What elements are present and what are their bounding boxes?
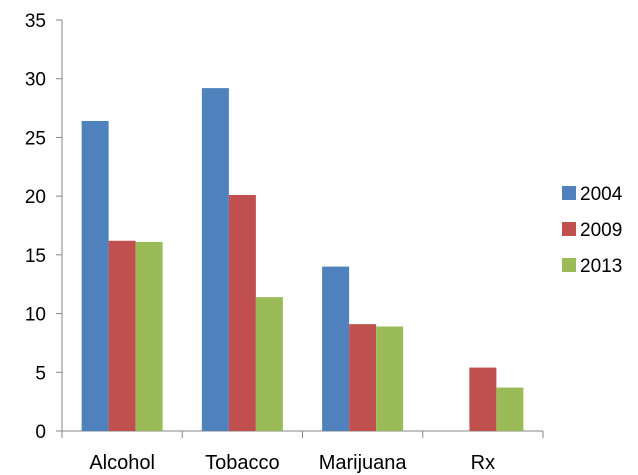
bar-2004-marijuana [322, 266, 350, 431]
y-tick-label: 20 [25, 187, 46, 208]
legend-swatch-2013 [562, 258, 576, 272]
y-tick-label: 35 [25, 11, 46, 32]
legend: 2004 2009 2013 [562, 184, 623, 277]
bar-2009-rx [469, 367, 497, 431]
legend-label-2013: 2013 [580, 256, 622, 277]
y-tick-label: 0 [35, 422, 46, 443]
y-tick-label: 25 [25, 128, 46, 149]
bar-2004-alcohol [81, 120, 109, 431]
legend-label-2009: 2009 [580, 220, 622, 241]
y-axis: 0 5 10 15 20 25 30 35 [25, 11, 63, 443]
x-axis: Alcohol Tobacco Marijuana Rx [61, 430, 544, 474]
bars [81, 88, 524, 431]
y-tick-label: 5 [35, 363, 46, 384]
bar-2013-tobacco [255, 297, 283, 431]
x-category-label: Marijuana [319, 452, 408, 474]
bar-2013-marijuana [376, 326, 404, 431]
y-tick-label: 15 [25, 246, 46, 267]
legend-swatch-2009 [562, 222, 576, 236]
bar-2013-alcohol [135, 241, 163, 431]
x-category-label: Rx [471, 452, 495, 474]
bar-2009-tobacco [228, 194, 256, 431]
x-category-label: Alcohol [89, 452, 155, 474]
bar-2009-marijuana [349, 324, 377, 431]
bar-2004-tobacco [201, 88, 229, 431]
bar-2009-alcohol [108, 240, 136, 431]
bar-2013-rx [496, 387, 524, 431]
legend-swatch-2004 [562, 186, 576, 200]
x-category-label: Tobacco [205, 452, 280, 474]
y-tick-label: 30 [25, 70, 46, 91]
y-tick-label: 10 [25, 305, 46, 326]
legend-label-2004: 2004 [580, 184, 623, 205]
